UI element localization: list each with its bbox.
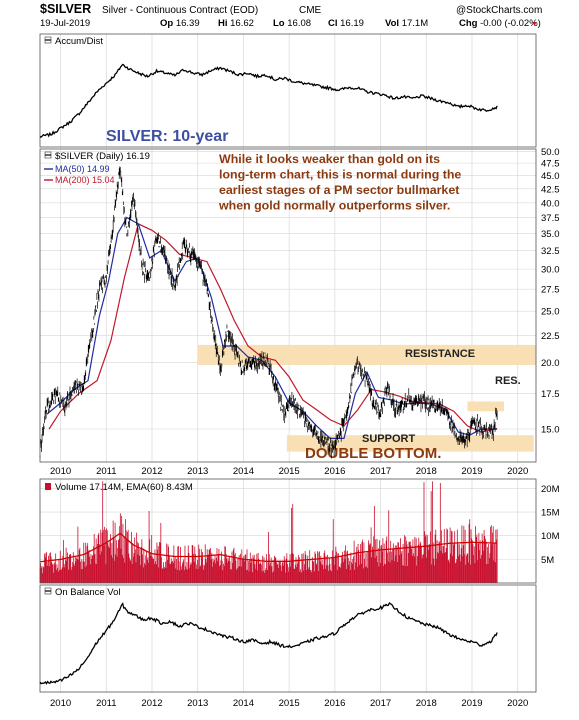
accum-dist-line [39, 63, 498, 138]
ohlc-readout: Op 16.39 Hi 16.62 Lo 16.08 Cl 16.19 Vol 17.1… [160, 18, 541, 29]
xtick-bottom-2012: 2012 [141, 698, 162, 709]
res-label: RES. [495, 375, 521, 387]
volume-ema-line [39, 532, 498, 563]
support-band [286, 435, 534, 452]
ohlc-hi: Hi 16.62 [218, 18, 254, 29]
xtick-mid-2012: 2012 [141, 466, 162, 477]
price-ytick-30.0: 30.0 [541, 265, 560, 276]
price-ytick-35.0: 35.0 [541, 229, 560, 240]
xtick-bottom-2016: 2016 [324, 698, 345, 709]
price-frame [39, 148, 537, 463]
ma200-line [48, 223, 498, 433]
xtick-mid-2013: 2013 [187, 466, 208, 477]
volume-legend-label: Volume 17.14M, EMA(60) 8.43M [55, 482, 193, 493]
xtick-mid-2017: 2017 [370, 466, 391, 477]
price-ytick-45.0: 45.0 [541, 171, 560, 182]
ohlc-op: Op 16.39 [160, 18, 200, 29]
vol-ytick-10M: 10M [541, 531, 560, 542]
xtick-bottom-2010: 2010 [50, 698, 71, 709]
price-ytick-47.5: 47.5 [541, 159, 560, 170]
annotation-note-line-2: earliest stages of a PM sector bullmarke… [219, 183, 459, 197]
chart-brand[interactable]: @StockCharts.com [456, 5, 542, 16]
obv-panel: On Balance Vol [39, 584, 537, 693]
obv-title: On Balance Vol [55, 587, 121, 598]
price-ytick-22.5: 22.5 [541, 331, 560, 342]
price-ytick-50.0: 50.0 [541, 147, 560, 158]
chart-symbol: $SILVER [40, 2, 91, 16]
xtick-mid-2015: 2015 [279, 466, 300, 477]
ohlc-lo: Lo 16.08 [273, 18, 311, 29]
double-bottom-label: DOUBLE BOTTOM. [305, 445, 441, 462]
xtick-bottom-2014: 2014 [233, 698, 254, 709]
ad-frame [39, 33, 537, 148]
ma50-legend-label: MA(50) 14.99 [55, 164, 110, 174]
xtick-bottom-2013: 2013 [187, 698, 208, 709]
price-bars [39, 166, 498, 459]
vol-ytick-20M: 20M [541, 484, 560, 495]
chart-date: 19-Jul-2019 [40, 18, 90, 29]
xtick-bottom-2017: 2017 [370, 698, 391, 709]
chart-exchange: CME [299, 5, 322, 16]
vol-ytick-5M: 5M [541, 555, 554, 566]
annotation-title: SILVER: 10-year [106, 128, 228, 145]
res-band [467, 401, 504, 412]
xtick-bottom-2019: 2019 [461, 698, 482, 709]
price-ytick-32.5: 32.5 [541, 246, 560, 257]
annotation-note-line-0: While it looks weaker than gold on its [219, 152, 440, 166]
chart-panels: Accum/Dist 15.0 17.5 20.0 22.5 25.0 27.5 30.0 32… [39, 33, 560, 693]
price-ytick-27.5: 27.5 [541, 285, 560, 296]
volume-bars [39, 481, 498, 583]
xtick-mid-2011: 2011 [96, 466, 116, 477]
obv-line [39, 602, 498, 685]
chart-name: Silver - Continuous Contract (EOD) [102, 5, 258, 16]
ohlc-vol: Vol 17.1M [385, 18, 428, 29]
xtick-bottom-2020: 2020 [507, 698, 528, 709]
ohlc-cl: Cl 16.19 [328, 18, 364, 29]
price-panel: 15.0 17.5 20.0 22.5 25.0 27.5 30.0 32.5 35.0 37.5… [39, 147, 560, 463]
xtick-mid-2016: 2016 [324, 466, 345, 477]
xtick-mid-2020: 2020 [507, 466, 528, 477]
down-marker: ▼ [531, 21, 538, 28]
annotation-note-line-3: when gold normally outperforms silver. [218, 199, 450, 213]
ma200-legend-label: MA(200) 15.04 [55, 175, 115, 185]
price-legend-label: $SILVER (Daily) 16.19 [55, 151, 150, 162]
resistance-label: RESISTANCE [405, 348, 475, 360]
price-ytick-25.0: 25.0 [541, 307, 560, 318]
vol-frame [39, 478, 537, 584]
xtick-bottom-2011: 2011 [96, 698, 116, 709]
price-ytick-17.5: 17.5 [541, 389, 560, 400]
xtick-mid-2014: 2014 [233, 466, 254, 477]
obv-frame [39, 584, 537, 693]
price-ytick-37.5: 37.5 [541, 213, 560, 224]
x-axis-bottom: 2010 2011 2012 2013 2014 2015 2016 2017 2018 2019… [50, 698, 528, 709]
xtick-mid-2010: 2010 [50, 466, 71, 477]
accum-dist-title: Accum/Dist [55, 36, 103, 47]
volume-legend-swatch [45, 483, 51, 490]
price-ytick-40.0: 40.0 [541, 198, 560, 209]
xtick-bottom-2015: 2015 [279, 698, 300, 709]
volume-panel: 5M 10M 15M 20M Volume 17.14M, EMA(60) 8.43M [39, 478, 560, 584]
price-ytick-42.5: 42.5 [541, 184, 560, 195]
support-label: SUPPORT [362, 433, 415, 445]
price-ytick-20.0: 20.0 [541, 358, 560, 369]
xtick-mid-2018: 2018 [416, 466, 437, 477]
xtick-mid-2019: 2019 [461, 466, 482, 477]
accum-dist-panel: Accum/Dist [39, 33, 537, 148]
ohlc-chg: Chg -0.00 (-0.02%) [459, 18, 541, 29]
price-ytick-15.0: 15.0 [541, 424, 560, 435]
x-axis-middle: 2010 2011 2012 2013 2014 2015 2016 2017 2018 2019… [50, 466, 528, 477]
resistance-band [197, 344, 536, 365]
annotation-note-line-1: long-term chart, this is normal during t… [219, 168, 461, 182]
xtick-bottom-2018: 2018 [416, 698, 437, 709]
vol-ytick-15M: 15M [541, 508, 560, 519]
